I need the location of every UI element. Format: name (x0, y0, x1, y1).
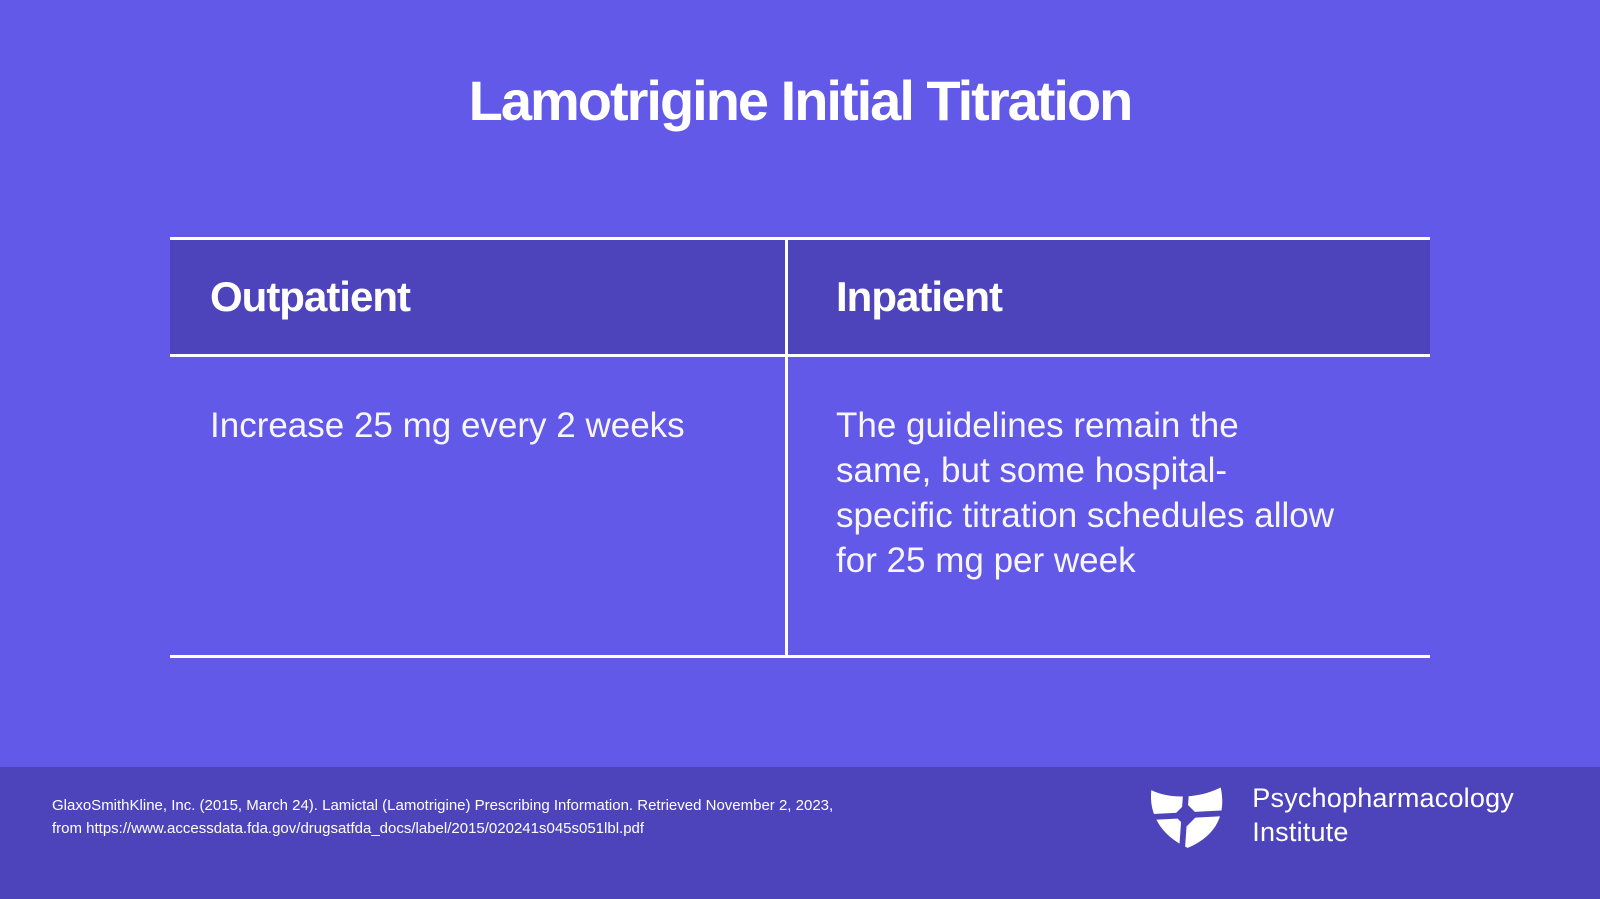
citation-line-1: GlaxoSmithKline, Inc. (2015, March 24). … (52, 797, 834, 814)
titration-table: Outpatient Inpatient Increase 25 mg ever… (170, 237, 1430, 658)
citation: GlaxoSmithKline, Inc. (2015, March 24). … (52, 794, 833, 840)
logo: Psychopharmacology Institute (1146, 779, 1514, 851)
shield-cross-icon (1146, 779, 1227, 851)
table-header-inpatient: Inpatient (788, 240, 1430, 354)
inpatient-header-label: Inpatient (836, 273, 1003, 320)
outpatient-header-label: Outpatient (210, 273, 411, 320)
slide-title: Lamotrigine Initial Titration (468, 69, 1134, 132)
logo-text-line-1: Psychopharmacology (1252, 783, 1514, 813)
table-cell-outpatient: Increase 25 mg every 2 weeks (170, 357, 788, 655)
inpatient-cell-text: The guidelines remain the same, but some… (836, 406, 1335, 580)
table-header-outpatient: Outpatient (170, 240, 788, 354)
table-header-row: Outpatient Inpatient (170, 237, 1430, 357)
logo-text: Psychopharmacology Institute (1252, 781, 1514, 849)
footer-band: GlaxoSmithKline, Inc. (2015, March 24). … (0, 767, 1600, 899)
outpatient-cell-text: Increase 25 mg every 2 weeks (210, 406, 685, 445)
logo-text-line-2: Institute (1252, 817, 1349, 847)
citation-line-2: from https://www.accessdata.fda.gov/drug… (52, 820, 645, 837)
table-body-row: Increase 25 mg every 2 weeks The guideli… (170, 357, 1430, 658)
table-cell-inpatient: The guidelines remain the same, but some… (788, 357, 1430, 655)
